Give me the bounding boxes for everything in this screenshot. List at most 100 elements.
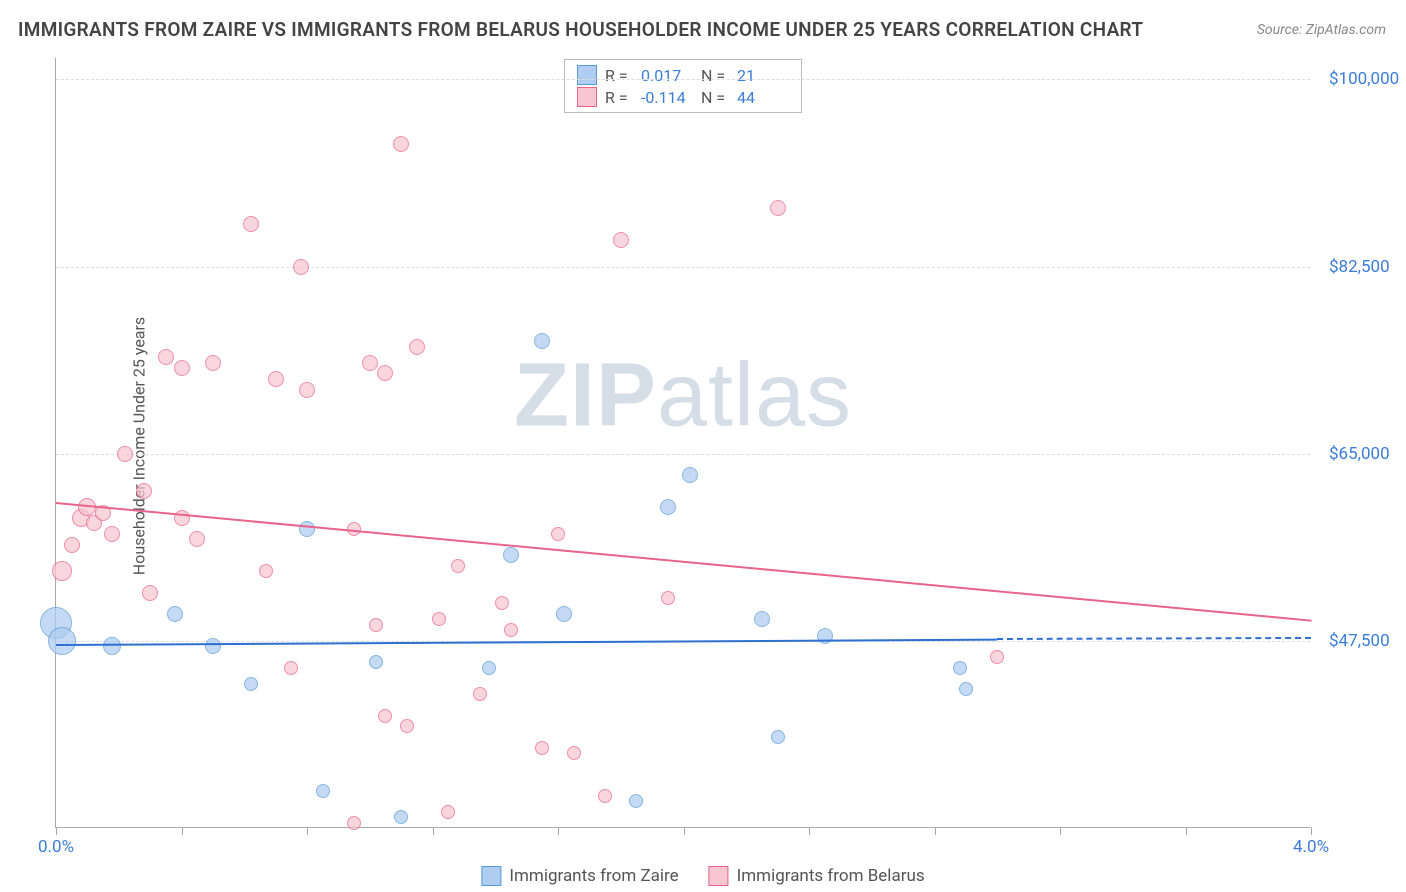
x-tick <box>182 827 183 835</box>
y-tick-label: $82,500 <box>1329 257 1390 277</box>
chart-title: IMMIGRANTS FROM ZAIRE VS IMMIGRANTS FROM… <box>18 18 1143 41</box>
scatter-point <box>316 784 330 798</box>
scatter-point <box>205 638 221 654</box>
legend-item-belarus: Immigrants from Belarus <box>709 866 925 886</box>
x-tick-label: 0.0% <box>38 837 74 857</box>
x-tick <box>558 827 559 835</box>
legend-label-belarus: Immigrants from Belarus <box>737 866 925 886</box>
scatter-point <box>629 794 643 808</box>
scatter-point <box>535 741 549 755</box>
watermark: ZIPatlas <box>514 345 852 448</box>
stat-n-value: 21 <box>737 66 789 85</box>
scatter-point <box>347 816 361 830</box>
stats-row: R =0.017N =21 <box>577 64 789 86</box>
scatter-point <box>103 637 121 655</box>
scatter-point <box>362 355 378 371</box>
scatter-point <box>409 339 425 355</box>
x-tick <box>684 827 685 835</box>
scatter-point <box>64 537 80 553</box>
scatter-point <box>400 719 414 733</box>
source-attribution: Source: ZipAtlas.com <box>1257 22 1386 38</box>
scatter-point <box>117 446 133 462</box>
legend-swatch-belarus <box>709 866 729 886</box>
stat-r-label: R = <box>605 88 633 107</box>
stats-legend-box: R =0.017N =21R =-0.114N =44 <box>564 59 802 113</box>
trend-line <box>56 639 997 646</box>
watermark-bold: ZIP <box>514 346 657 446</box>
scatter-point <box>377 365 393 381</box>
scatter-point <box>556 606 572 622</box>
x-tick <box>935 827 936 835</box>
scatter-point <box>174 360 190 376</box>
scatter-point <box>754 611 770 627</box>
scatter-point <box>268 371 284 387</box>
scatter-point <box>299 382 315 398</box>
scatter-point <box>293 259 309 275</box>
scatter-point <box>189 531 205 547</box>
gridline <box>56 454 1310 455</box>
scatter-point <box>613 232 629 248</box>
x-tick-label: 4.0% <box>1293 837 1329 857</box>
y-tick-label: $65,000 <box>1329 444 1390 464</box>
scatter-point <box>503 547 519 563</box>
scatter-point <box>284 661 298 675</box>
scatter-point <box>551 527 565 541</box>
stat-r-label: R = <box>605 66 633 85</box>
stat-r-value: -0.114 <box>641 88 693 107</box>
stat-n-label: N = <box>701 66 729 85</box>
scatter-point <box>473 687 487 701</box>
gridline <box>56 79 1310 80</box>
y-tick-label: $100,000 <box>1329 69 1399 89</box>
stats-swatch <box>577 65 597 85</box>
stats-row: R = -0.114 N = 44 <box>577 86 789 108</box>
scatter-point <box>432 612 446 626</box>
scatter-point <box>299 521 315 537</box>
stat-n-value: 44 <box>737 88 789 107</box>
scatter-point <box>959 682 973 696</box>
x-tick <box>1060 827 1061 835</box>
x-tick <box>307 827 308 835</box>
y-tick-label: $47,500 <box>1329 631 1390 651</box>
stats-swatch <box>577 87 597 107</box>
scatter-point <box>990 650 1004 664</box>
stat-n-label: N = <box>701 88 729 107</box>
trend-line <box>56 502 1311 622</box>
scatter-point <box>244 677 258 691</box>
scatter-point <box>136 483 152 499</box>
watermark-rest: atlas <box>657 346 852 446</box>
legend-swatch-zaire <box>481 866 501 886</box>
scatter-point <box>495 596 509 610</box>
scatter-point <box>104 526 120 542</box>
scatter-point <box>52 561 72 581</box>
x-tick <box>1311 827 1312 835</box>
scatter-point <box>369 655 383 669</box>
scatter-point <box>167 606 183 622</box>
scatter-point <box>451 559 465 573</box>
scatter-point <box>393 136 409 152</box>
scatter-point <box>441 805 455 819</box>
scatter-point <box>205 355 221 371</box>
scatter-point <box>48 627 76 655</box>
bottom-legend: Immigrants from Zaire Immigrants from Be… <box>481 866 924 886</box>
legend-label-zaire: Immigrants from Zaire <box>509 866 678 886</box>
correlation-chart: IMMIGRANTS FROM ZAIRE VS IMMIGRANTS FROM… <box>0 0 1406 892</box>
scatter-point <box>771 730 785 744</box>
scatter-point <box>158 349 174 365</box>
scatter-point <box>369 618 383 632</box>
scatter-point <box>243 216 259 232</box>
plot-area: ZIPatlas R =0.017N =21R =-0.114N =44 $47… <box>55 58 1310 828</box>
scatter-point <box>394 810 408 824</box>
scatter-point <box>953 661 967 675</box>
scatter-point <box>661 591 675 605</box>
scatter-point <box>142 585 158 601</box>
x-tick <box>1186 827 1187 835</box>
x-tick <box>809 827 810 835</box>
scatter-point <box>770 200 786 216</box>
trend-line-dashed <box>997 637 1311 640</box>
scatter-point <box>682 467 698 483</box>
scatter-point <box>660 499 676 515</box>
gridline <box>56 267 1310 268</box>
scatter-point <box>567 746 581 760</box>
x-tick <box>433 827 434 835</box>
scatter-point <box>598 789 612 803</box>
